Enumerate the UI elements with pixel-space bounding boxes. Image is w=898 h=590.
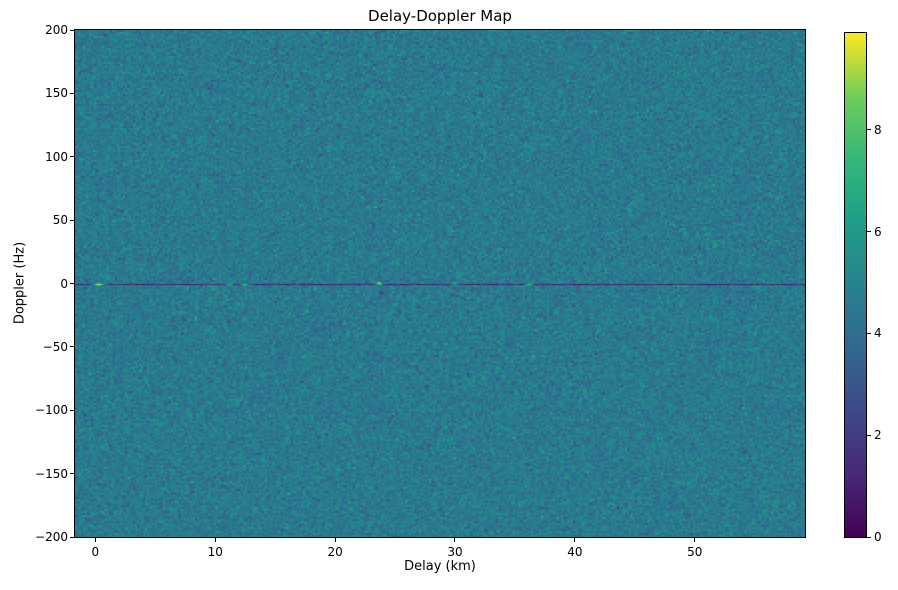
x-tick-label: 20 (327, 545, 343, 559)
x-tick-mark (214, 538, 216, 542)
y-tick-label: 200 (45, 23, 68, 37)
y-tick-mark (70, 346, 74, 348)
x-tick-label: 10 (207, 545, 223, 559)
y-tick-label: −150 (35, 466, 68, 481)
x-tick-mark (334, 538, 336, 542)
y-tick-label: 0 (60, 276, 68, 291)
colorbar-tick-mark (867, 536, 871, 538)
colorbar-tick-mark (867, 129, 871, 131)
x-axis-label: Delay (km) (404, 559, 476, 574)
colorbar-tick-label: 8 (874, 122, 882, 137)
x-tick-mark (574, 538, 576, 542)
heatmap-image (75, 30, 805, 537)
x-tick-mark (454, 538, 456, 542)
y-tick-mark (70, 409, 74, 411)
x-tick-label: 30 (447, 545, 463, 559)
x-tick-label: 0 (91, 545, 100, 559)
x-tick-label: 40 (567, 545, 583, 559)
colorbar-tick-label: 4 (874, 326, 882, 341)
x-tick-label: 50 (687, 545, 703, 559)
x-tick-mark (94, 538, 96, 542)
y-tick-label: −200 (35, 530, 68, 544)
colorbar-tick-label: 2 (874, 428, 882, 443)
y-tick-mark (70, 283, 74, 284)
y-tick-label: 150 (45, 86, 68, 101)
y-tick-mark (70, 536, 74, 538)
colorbar-tick-mark (867, 231, 871, 233)
x-tick-mark (694, 538, 696, 542)
y-tick-label: −100 (35, 403, 68, 418)
y-tick-label: −50 (42, 339, 68, 354)
colorbar-tick-label: 0 (874, 530, 882, 544)
colorbar-tick-mark (867, 332, 871, 334)
colorbar-gradient (844, 32, 867, 538)
y-tick-mark (70, 29, 74, 31)
colorbar-tick-label: 6 (874, 224, 882, 239)
chart-title: Delay-Doppler Map (368, 7, 512, 25)
y-tick-label: 100 (45, 149, 68, 164)
y-tick-mark (70, 156, 74, 158)
y-tick-mark (70, 473, 74, 475)
y-tick-mark (70, 219, 74, 221)
y-tick-mark (70, 92, 74, 94)
colorbar-tick-mark (867, 434, 871, 436)
y-tick-label: 50 (52, 213, 68, 228)
